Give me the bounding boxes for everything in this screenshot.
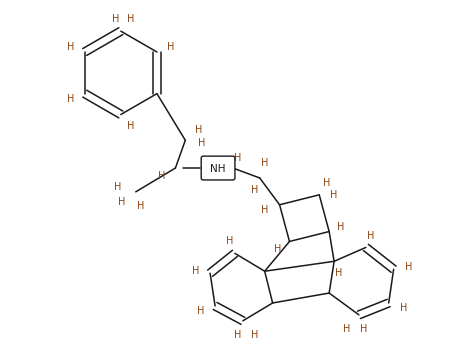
Text: H: H — [118, 197, 125, 207]
Text: H: H — [192, 266, 199, 276]
Text: H: H — [337, 222, 345, 232]
Text: H: H — [194, 125, 202, 135]
Text: H: H — [234, 153, 242, 163]
Text: NH: NH — [210, 164, 226, 174]
Text: H: H — [261, 205, 268, 215]
Text: H: H — [261, 158, 268, 168]
Text: H: H — [127, 14, 134, 24]
Text: H: H — [251, 330, 258, 340]
Text: H: H — [114, 182, 122, 192]
Text: H: H — [360, 324, 368, 334]
Text: H: H — [405, 262, 412, 272]
Text: H: H — [323, 178, 331, 188]
Text: H: H — [112, 14, 120, 24]
Text: H: H — [226, 237, 234, 246]
Text: H: H — [336, 268, 343, 278]
Text: H: H — [67, 42, 74, 52]
Text: H: H — [331, 190, 338, 200]
Text: H: H — [234, 330, 242, 340]
Text: H: H — [167, 42, 175, 52]
Text: H: H — [137, 201, 144, 211]
Text: H: H — [158, 171, 165, 181]
Text: H: H — [274, 244, 281, 254]
Text: H: H — [343, 324, 351, 334]
Text: H: H — [400, 303, 407, 313]
Text: H: H — [127, 121, 134, 131]
FancyBboxPatch shape — [201, 156, 235, 180]
Text: H: H — [67, 94, 74, 104]
Text: H: H — [251, 185, 258, 195]
Text: H: H — [197, 306, 204, 316]
Text: H: H — [367, 230, 374, 240]
Text: H: H — [198, 138, 205, 148]
